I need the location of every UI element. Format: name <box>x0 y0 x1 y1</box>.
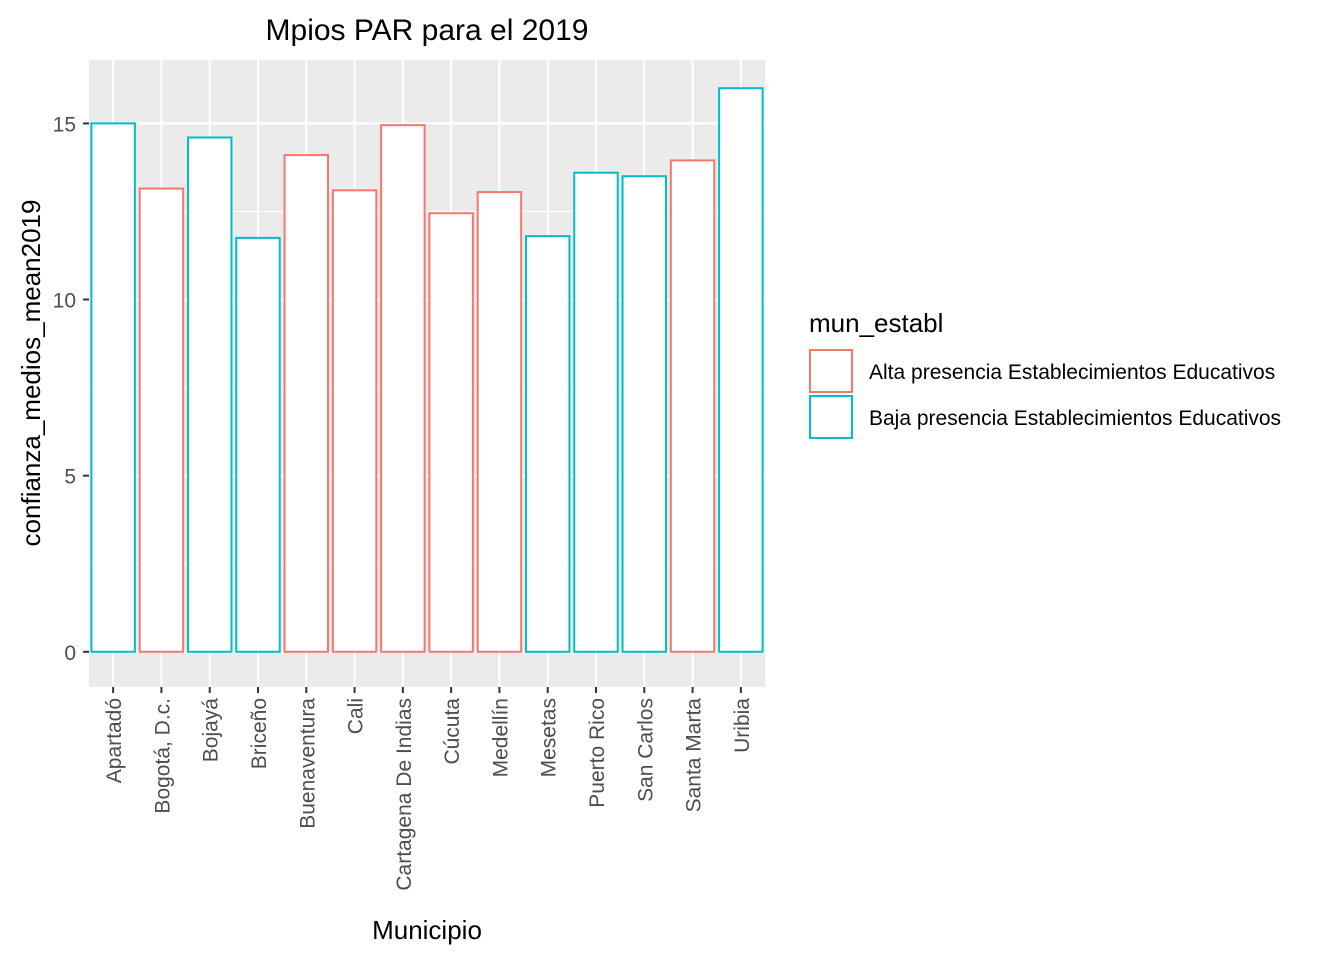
bar <box>331 189 378 653</box>
y-axis-title: confianza_medios_mean2019 <box>16 200 46 547</box>
x-tick-label: Santa Marta <box>683 698 706 813</box>
x-axis: Apartadó Bogotá, D.c. Bojayá Briceño Buenave… <box>103 687 754 891</box>
bar <box>90 122 136 653</box>
x-tick-label: Medellín <box>489 698 512 777</box>
y-tick-label: 5 <box>64 466 76 489</box>
bars <box>90 87 764 653</box>
bar <box>718 87 764 653</box>
bar <box>186 136 233 653</box>
x-tick-label: Cali <box>345 698 368 734</box>
x-tick-label: Mesetas <box>538 698 561 777</box>
bar <box>428 212 474 653</box>
bar <box>380 124 426 653</box>
x-tick-label: Briceño <box>248 698 271 769</box>
legend-label: Baja presencia Establecimientos Educativ… <box>869 407 1281 430</box>
x-tick-label: Uribia <box>731 698 754 753</box>
x-tick-label: Bojayá <box>200 698 223 763</box>
y-tick-label: 10 <box>53 290 76 313</box>
legend-keys: Alta presencia Establecimientos Educativ… <box>809 349 1281 439</box>
legend-label: Alta presencia Establecimientos Educativ… <box>869 361 1275 384</box>
y-tick-label: 15 <box>53 113 76 136</box>
x-axis-title: Municipio <box>372 915 482 945</box>
x-tick-label: Buenaventura <box>296 698 319 829</box>
y-tick-label: 0 <box>64 642 76 665</box>
legend-key <box>809 395 853 439</box>
legend: mun_establ Alta presencia Establecimient… <box>809 308 1281 439</box>
bar <box>669 159 716 653</box>
bar <box>621 175 668 653</box>
legend-title: mun_establ <box>809 308 943 338</box>
x-tick-label: Apartadó <box>103 698 126 783</box>
bar <box>235 236 281 653</box>
x-tick-label: San Carlos <box>634 698 657 802</box>
legend-key <box>809 349 853 393</box>
x-tick-label: Bogotá, D.c. <box>151 698 174 814</box>
bar <box>573 171 619 653</box>
bar <box>524 235 571 653</box>
y-axis: 0 5 10 15 <box>53 113 89 665</box>
bar <box>138 187 185 653</box>
chart-title: Mpios PAR para el 2019 <box>266 14 589 47</box>
x-tick-label: Puerto Rico <box>586 698 609 808</box>
x-tick-label: Cúcuta <box>441 698 464 765</box>
bar <box>476 191 523 653</box>
bar <box>283 154 330 653</box>
x-tick-label: Cartagena De Indias <box>393 698 416 891</box>
